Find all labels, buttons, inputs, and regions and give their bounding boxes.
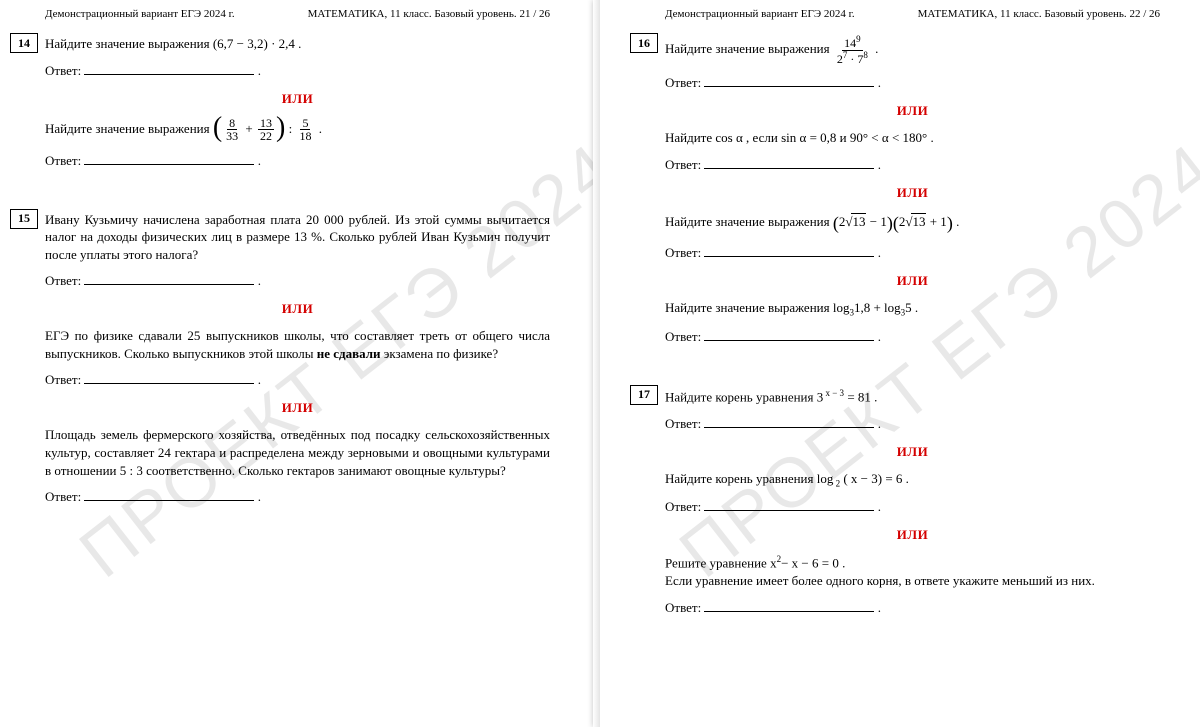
question-text: Найдите значение выражения log31,8 + log… (665, 299, 1160, 319)
answer-line: Ответ: . (665, 499, 1160, 515)
answer-line: Ответ: . (665, 245, 1160, 261)
or-separator: ИЛИ (45, 91, 550, 107)
or-separator: ИЛИ (45, 400, 550, 416)
page-right: ПРОЕКТ ЕГЭ 2024 Демонстрационный вариант… (600, 0, 1200, 727)
content-right: 16 Найдите значение выражения 14927 · 78… (630, 35, 1160, 616)
question-number: 16 (630, 33, 658, 53)
header-subject: МАТЕМАТИКА, 11 класс. Базовый уровень. 2… (308, 8, 550, 20)
question-text: Найдите значение выражения (6,7 − 3,2) ·… (45, 35, 550, 53)
question-number: 14 (10, 33, 38, 53)
question-17: 17 Найдите корень уравнения 3 x − 3 = 81… (665, 387, 1160, 616)
answer-line: Ответ: . (45, 372, 550, 388)
question-16: 16 Найдите значение выражения 14927 · 78… (665, 35, 1160, 345)
answer-line: Ответ: . (665, 416, 1160, 432)
question-text: Площадь земель фермерского хозяйства, от… (45, 426, 550, 479)
content-left: 14 Найдите значение выражения (6,7 − 3,2… (10, 35, 550, 505)
answer-line: Ответ: . (45, 153, 550, 169)
question-number: 15 (10, 209, 38, 229)
or-separator: ИЛИ (665, 185, 1160, 201)
page-header-right: Демонстрационный вариант ЕГЭ 2024 г. МАТ… (630, 8, 1160, 35)
question-text: Найдите значение выражения (2√13 − 1)(2√… (665, 211, 1160, 235)
answer-line: Ответ: . (665, 329, 1160, 345)
or-separator: ИЛИ (665, 103, 1160, 119)
answer-line: Ответ: . (45, 273, 550, 289)
header-source: Демонстрационный вариант ЕГЭ 2024 г. (45, 8, 235, 20)
answer-line: Ответ: . (665, 600, 1160, 616)
or-separator: ИЛИ (45, 301, 550, 317)
question-text: Найдите значение выражения (833 + 1322) … (45, 117, 550, 143)
page-left: ПРОЕКТ ЕГЭ 2024 Демонстрационный вариант… (0, 0, 600, 727)
question-15: 15 Ивану Кузьмичу начислена заработная п… (45, 211, 550, 505)
or-separator: ИЛИ (665, 273, 1160, 289)
question-text: Найдите cos α , если sin α = 0,8 и 90° <… (665, 129, 1160, 147)
answer-line: Ответ: . (665, 157, 1160, 173)
question-text: Найдите корень уравнения log 2 ( x − 3) … (665, 470, 1160, 490)
header-subject: МАТЕМАТИКА, 11 класс. Базовый уровень. 2… (918, 8, 1160, 20)
question-text: Найдите значение выражения 14927 · 78 . (665, 35, 1160, 65)
question-text: Если уравнение имеет более одного корня,… (665, 572, 1160, 590)
header-source: Демонстрационный вариант ЕГЭ 2024 г. (665, 8, 855, 20)
answer-line: Ответ: . (665, 75, 1160, 91)
or-separator: ИЛИ (665, 527, 1160, 543)
or-separator: ИЛИ (665, 444, 1160, 460)
page-header-left: Демонстрационный вариант ЕГЭ 2024 г. МАТ… (10, 8, 550, 35)
question-text: ЕГЭ по физике сдавали 25 выпускников шко… (45, 327, 550, 362)
question-text: Решите уравнение x2− x − 6 = 0 . (665, 553, 1160, 572)
question-14: 14 Найдите значение выражения (6,7 − 3,2… (45, 35, 550, 169)
answer-line: Ответ: . (45, 63, 550, 79)
question-text: Ивану Кузьмичу начислена заработная плат… (45, 211, 550, 264)
question-number: 17 (630, 385, 658, 405)
answer-line: Ответ: . (45, 489, 550, 505)
question-text: Найдите корень уравнения 3 x − 3 = 81 . (665, 387, 1160, 406)
